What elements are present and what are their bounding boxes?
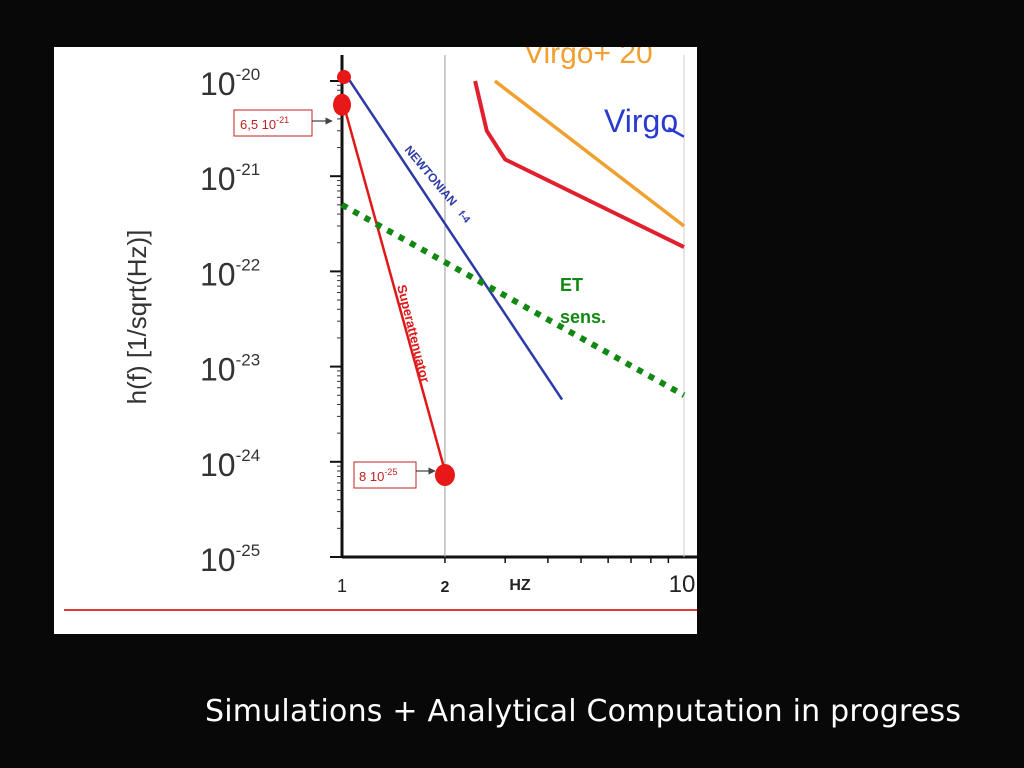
label-virgo-plus: Virgo+ 20 xyxy=(524,47,653,70)
marker-bottom xyxy=(434,464,455,487)
x-tick-label: 1 xyxy=(337,576,347,596)
x-tick-labels: 1 2 10 xyxy=(337,571,695,598)
y-tick-label: 10-24 xyxy=(200,446,260,483)
tick-marks xyxy=(330,80,670,563)
y-axis-label: h(f) [1/sqrt(Hz)] xyxy=(122,230,152,405)
marker-mid xyxy=(333,93,351,116)
y-tick-label: 10-21 xyxy=(200,160,260,197)
x-axis-label: HZ xyxy=(509,577,531,594)
callout-text-mid: 6,5 10-21 xyxy=(240,115,289,132)
series-red_curve xyxy=(473,80,685,249)
callout-box-mid xyxy=(233,109,313,137)
y-tick-label: 10-23 xyxy=(200,351,260,388)
x-tick-label: 2 xyxy=(440,579,449,596)
series-superattenuator xyxy=(340,98,447,472)
callout-text-bottom: 8 10-25 xyxy=(359,467,397,484)
annotations: 6,5 10-21 8 10-25 xyxy=(233,70,455,489)
axes xyxy=(340,55,697,559)
label-superattenuator: Superattenuator xyxy=(394,283,433,384)
series-newtonian xyxy=(343,72,564,401)
label-et-line: sens. xyxy=(560,307,606,327)
label-et-line: ET xyxy=(560,275,583,295)
y-tick-label: 10-20 xyxy=(200,65,260,102)
series-virgo_plus xyxy=(493,79,686,228)
y-tick-label: 10-22 xyxy=(200,255,260,292)
slide-caption: Simulations + Analytical Computation in … xyxy=(205,694,962,729)
marker-top xyxy=(337,70,351,85)
x-tick-label: 10 xyxy=(669,571,696,598)
y-tick-labels: 10-20 10-21 10-22 10-23 10-24 10-25 xyxy=(200,65,260,578)
y-tick-label: 10-25 xyxy=(200,541,260,578)
plot-panel: h(f) [1/sqrt(Hz)] 10-20 10-21 10-22 10-23 10… xyxy=(54,47,697,634)
series-et xyxy=(340,202,686,398)
callout-box-bottom xyxy=(353,461,417,489)
series-layer xyxy=(340,72,686,472)
chart: h(f) [1/sqrt(Hz)] 10-2010-2110-2210-2310… xyxy=(64,47,697,611)
series-virgo xyxy=(667,127,685,138)
label-virgo: Virgo xyxy=(604,103,678,139)
